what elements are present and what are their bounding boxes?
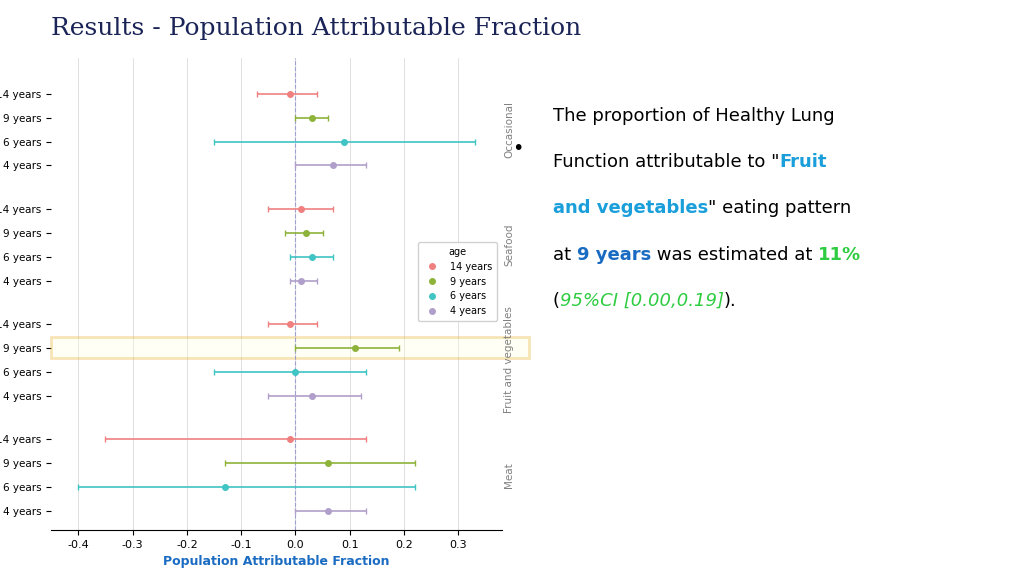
Text: (: ( [553,292,560,310]
Text: Function attributable to ": Function attributable to " [553,153,779,171]
Text: Occasional: Occasional [505,101,514,158]
X-axis label: Population Attributable Fraction: Population Attributable Fraction [163,555,390,568]
Text: Meat: Meat [505,462,514,488]
Text: Results - Population Attributable Fraction: Results - Population Attributable Fracti… [51,17,582,40]
Text: The proportion of Healthy Lung: The proportion of Healthy Lung [553,107,835,124]
Text: 11%: 11% [818,246,861,264]
Text: and vegetables: and vegetables [553,199,709,217]
Text: 95%CI [0.00,0.19]: 95%CI [0.00,0.19] [560,292,724,310]
Text: Fruit and vegetables: Fruit and vegetables [505,306,514,413]
Text: 9 years: 9 years [577,246,651,264]
Text: Fruit: Fruit [779,153,827,171]
Text: was estimated at: was estimated at [651,246,818,264]
Text: ).: ). [724,292,736,310]
Legend: 14 years, 9 years, 6 years, 4 years: 14 years, 9 years, 6 years, 4 years [418,242,497,321]
Text: •: • [512,139,523,158]
Text: " eating pattern: " eating pattern [709,199,852,217]
Text: Seafood: Seafood [505,223,514,266]
FancyBboxPatch shape [51,337,529,358]
Text: at: at [553,246,577,264]
